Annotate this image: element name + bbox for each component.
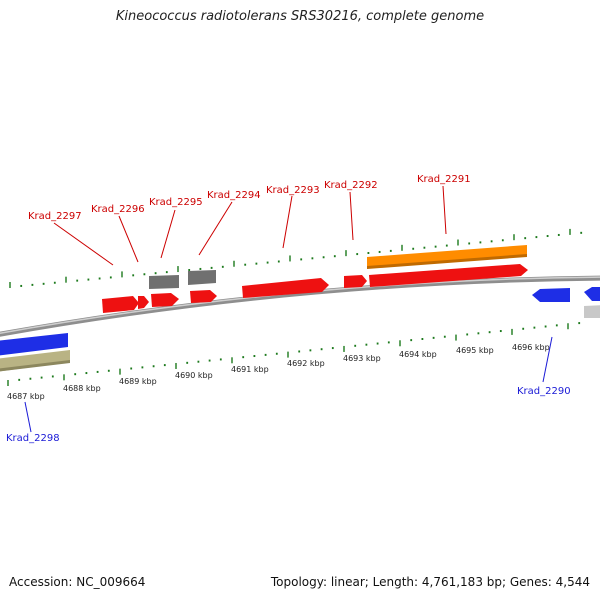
rna-feature-shadow — [367, 254, 527, 269]
gene-label-krad-2297[interactable]: Krad_2297 — [28, 211, 82, 222]
accession-text: Accession: NC_009664 — [9, 575, 146, 589]
kbp-label: 4693 kbp — [343, 354, 381, 363]
tick-marks — [7, 228, 583, 386]
reverse-callout-lines — [24, 336, 553, 433]
gene-label-krad-2290[interactable]: Krad_2290 — [517, 386, 571, 397]
misc-feature-shadow — [0, 360, 70, 372]
kbp-label: 4691 kbp — [231, 365, 269, 374]
gene-krad-2298-cds[interactable] — [0, 333, 68, 356]
rna-feature[interactable] — [367, 245, 527, 268]
gene-label-krad-2298[interactable]: Krad_2298 — [6, 433, 60, 444]
kbp-label: 4695 kbp — [456, 346, 494, 355]
kbp-label: 4690 kbp — [175, 371, 213, 380]
kbp-label: 4696 kbp — [512, 343, 550, 352]
gene-label-krad-2291[interactable]: Krad_2291 — [417, 174, 471, 185]
misc-feature-edge[interactable] — [584, 305, 600, 318]
gene-krad-2296[interactable] — [138, 296, 149, 309]
gene-krad-2290[interactable] — [532, 288, 570, 302]
kbp-label: 4692 kbp — [287, 359, 325, 368]
gene-label-krad-2292[interactable]: Krad_2292 — [324, 180, 378, 191]
genome-summary-text: Topology: linear; Length: 4,761,183 bp; … — [270, 575, 590, 589]
kbp-label: 4694 kbp — [399, 350, 437, 359]
gene-label-krad-2296[interactable]: Krad_2296 — [91, 204, 145, 215]
map-title: Kineococcus radiotolerans SRS30216, comp… — [115, 9, 485, 24]
kbp-label: 4688 kbp — [63, 384, 101, 393]
gene-reverse-edge[interactable] — [584, 287, 600, 301]
gene-label-krad-2295[interactable]: Krad_2295 — [149, 197, 203, 208]
gene-krad-2292[interactable] — [344, 275, 367, 288]
pseudogene-krad-2294[interactable] — [188, 270, 216, 285]
gene-krad-2297[interactable] — [102, 296, 139, 313]
gene-krad-2294-cds[interactable] — [190, 290, 217, 303]
kbp-label: 4687 kbp — [7, 392, 45, 401]
gene-krad-2291[interactable] — [369, 264, 528, 287]
gene-label-krad-2293[interactable]: Krad_2293 — [266, 185, 320, 196]
gene-krad-2295-cds[interactable] — [151, 293, 179, 307]
pseudogene-krad-2295[interactable] — [149, 275, 179, 289]
gene-label-krad-2294[interactable]: Krad_2294 — [207, 190, 261, 201]
kbp-label: 4689 kbp — [119, 377, 157, 386]
gene-krad-2293[interactable] — [242, 278, 329, 298]
forward-callout-lines — [53, 185, 447, 266]
misc-feature-krad-2298[interactable] — [0, 350, 70, 372]
